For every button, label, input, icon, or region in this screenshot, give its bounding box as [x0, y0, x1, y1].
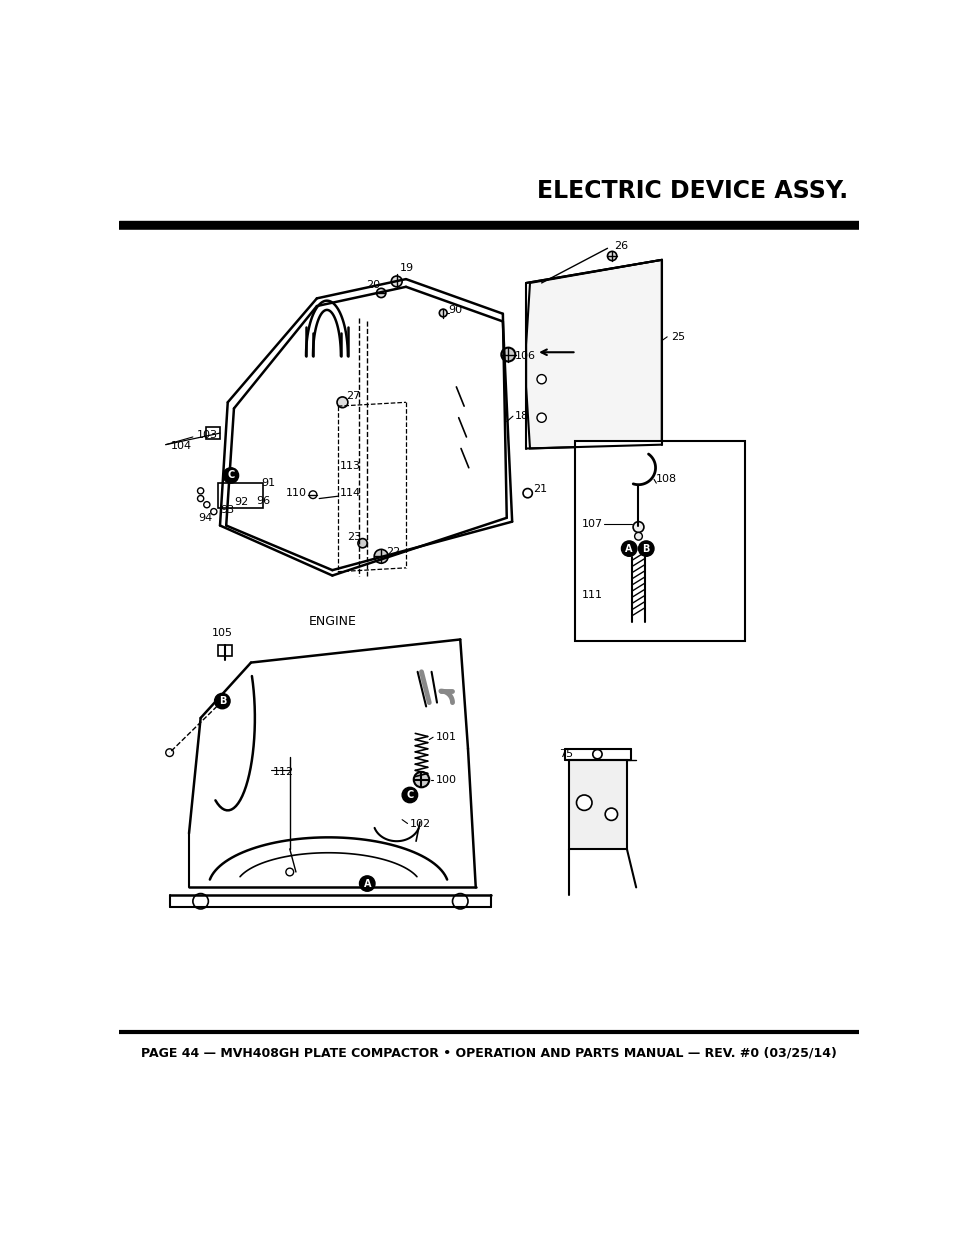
Circle shape: [193, 894, 208, 909]
Circle shape: [391, 275, 402, 287]
Text: 104: 104: [171, 441, 193, 451]
Text: 112: 112: [273, 767, 294, 777]
Text: PAGE 44 — MVH408GH PLATE COMPACTOR • OPERATION AND PARTS MANUAL — REV. #0 (03/25: PAGE 44 — MVH408GH PLATE COMPACTOR • OPE…: [141, 1046, 836, 1060]
Circle shape: [607, 252, 617, 261]
Polygon shape: [575, 441, 744, 641]
Circle shape: [500, 347, 515, 362]
Circle shape: [309, 490, 316, 499]
Polygon shape: [218, 483, 262, 508]
Text: 18: 18: [514, 411, 528, 421]
Text: 22: 22: [386, 547, 400, 557]
Text: 113: 113: [339, 461, 360, 472]
Text: 110: 110: [286, 488, 307, 498]
Text: B: B: [642, 543, 649, 553]
Text: 19: 19: [399, 263, 414, 273]
Text: 93: 93: [220, 505, 233, 515]
Circle shape: [214, 693, 230, 709]
Circle shape: [439, 309, 447, 317]
Text: 27: 27: [346, 391, 360, 401]
Polygon shape: [206, 427, 220, 440]
Text: ELECTRIC DEVICE ASSY.: ELECTRIC DEVICE ASSY.: [536, 179, 847, 203]
Text: 107: 107: [581, 519, 602, 529]
Text: C: C: [406, 790, 413, 800]
Text: 20: 20: [365, 280, 379, 290]
Bar: [119, 221, 858, 225]
Circle shape: [357, 538, 367, 548]
Circle shape: [414, 772, 429, 787]
Circle shape: [592, 750, 601, 758]
Text: 103: 103: [196, 430, 217, 440]
Text: 26: 26: [613, 241, 627, 251]
Text: ENGINE: ENGINE: [309, 615, 356, 629]
Circle shape: [576, 795, 592, 810]
Text: 25: 25: [670, 332, 684, 342]
Text: 114: 114: [339, 488, 360, 498]
Polygon shape: [568, 761, 626, 848]
Circle shape: [604, 808, 617, 820]
Circle shape: [359, 876, 375, 892]
Circle shape: [452, 894, 468, 909]
Text: 23: 23: [347, 532, 361, 542]
Circle shape: [633, 521, 643, 532]
Text: 105: 105: [212, 629, 233, 638]
Circle shape: [537, 374, 546, 384]
Text: A: A: [625, 543, 632, 553]
Circle shape: [223, 468, 238, 483]
Circle shape: [638, 541, 654, 556]
Circle shape: [374, 550, 388, 563]
Circle shape: [522, 489, 532, 498]
Circle shape: [166, 748, 173, 757]
Text: A: A: [363, 878, 371, 888]
Circle shape: [204, 501, 210, 508]
Text: 94: 94: [198, 513, 213, 522]
Circle shape: [211, 509, 216, 515]
Text: 106: 106: [514, 351, 535, 361]
Polygon shape: [525, 259, 661, 448]
Circle shape: [376, 288, 385, 298]
Circle shape: [197, 495, 204, 501]
Circle shape: [620, 541, 637, 556]
Text: 21: 21: [533, 484, 547, 494]
Circle shape: [402, 787, 417, 803]
Text: 75: 75: [558, 750, 573, 760]
Text: 102: 102: [410, 819, 431, 829]
Text: 90: 90: [448, 305, 462, 315]
Circle shape: [336, 396, 348, 408]
Circle shape: [634, 532, 641, 540]
Text: 91: 91: [261, 478, 274, 488]
Text: 100: 100: [435, 774, 456, 784]
Text: 92: 92: [233, 498, 248, 508]
Text: C: C: [227, 471, 234, 480]
Text: 111: 111: [581, 590, 602, 600]
Text: 101: 101: [435, 732, 456, 742]
Circle shape: [537, 412, 546, 422]
Circle shape: [197, 488, 204, 494]
Text: 108: 108: [656, 474, 677, 484]
Text: B: B: [218, 697, 226, 706]
Circle shape: [286, 868, 294, 876]
Text: 96: 96: [256, 496, 271, 506]
Polygon shape: [218, 645, 232, 656]
